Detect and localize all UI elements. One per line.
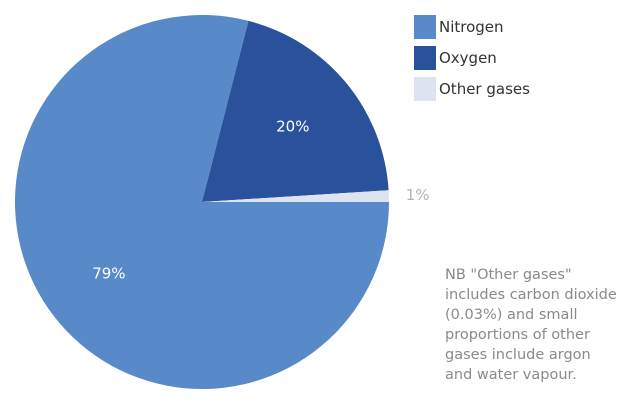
data-label-oxygen: 20%	[276, 117, 309, 135]
chart-legend: Nitrogen Oxygen Other gases	[414, 15, 530, 108]
footnote-line: and water vapour.	[445, 367, 577, 383]
footnote-line: gases include argon	[445, 347, 591, 363]
legend-label-oxygen: Oxygen	[439, 49, 497, 67]
legend-item-other-gases: Other gases	[414, 77, 530, 101]
legend-item-nitrogen: Nitrogen	[414, 15, 530, 39]
legend-swatch-oxygen	[414, 46, 436, 70]
legend-item-oxygen: Oxygen	[414, 46, 530, 70]
legend-swatch-other-gases	[414, 77, 436, 101]
pie-slices	[15, 14, 389, 389]
data-label-nitrogen: 79%	[92, 265, 125, 283]
pie-slice-nitrogen	[15, 14, 389, 389]
pie-slice-oxygen	[202, 20, 389, 203]
footnote-line: proportions of other	[445, 327, 590, 343]
pie-slice-other-gases	[202, 190, 389, 202]
footnote-line: NB "Other gases"	[445, 267, 572, 283]
footnote: NB "Other gases" includes carbon dioxide…	[445, 265, 635, 385]
data-label-other-gases: 1%	[406, 186, 430, 204]
legend-swatch-nitrogen	[414, 15, 436, 39]
legend-label-other-gases: Other gases	[439, 80, 530, 98]
footnote-line: (0.03%) and small	[445, 307, 578, 323]
legend-label-nitrogen: Nitrogen	[439, 18, 504, 36]
pie-data-labels: 79% 20% 1%	[92, 117, 429, 282]
footnote-line: includes carbon dioxide	[445, 287, 617, 303]
